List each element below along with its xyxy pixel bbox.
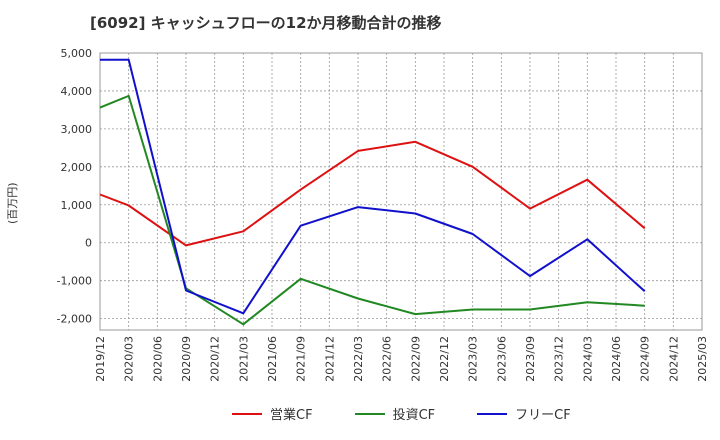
- x-tick-label: 2024/12: [667, 336, 680, 382]
- legend-item-investing-cf: 投資CF: [354, 404, 436, 423]
- x-tick-label: 2021/12: [323, 336, 336, 382]
- y-tick-label: 5,000: [61, 47, 93, 60]
- x-tick-label: 2021/09: [295, 336, 308, 382]
- x-tick-label: 2019/12: [94, 336, 107, 382]
- legend-label-operating-cf: 営業CF: [270, 408, 313, 423]
- x-tick-label: 2021/06: [266, 336, 279, 382]
- y-tick-label: 4,000: [61, 85, 93, 98]
- y-tick-label: 0: [85, 237, 92, 250]
- x-tick-label: 2024/06: [610, 336, 623, 382]
- x-tick-label: 2023/09: [524, 336, 537, 382]
- x-tick-label: 2022/06: [381, 336, 394, 382]
- x-tick-label: 2020/06: [151, 336, 164, 382]
- x-tick-label: 2022/09: [409, 336, 422, 382]
- x-tick-label: 2021/03: [237, 336, 250, 382]
- legend-item-operating-cf: 営業CF: [232, 404, 313, 423]
- y-tick-label: 3,000: [61, 123, 93, 136]
- y-tick-label: -1,000: [57, 275, 92, 288]
- x-tick-label: 2023/12: [553, 336, 566, 382]
- chart-title: [6092] キャッシュフローの12か月移動合計の推移: [90, 14, 442, 32]
- x-tick-label: 2023/03: [467, 336, 480, 382]
- y-tick-label: 1,000: [61, 199, 93, 212]
- series-line-0: [99, 140, 646, 247]
- legend-label-free-cf: フリーCF: [515, 408, 571, 423]
- legend-swatch-investing-cf: [354, 412, 385, 415]
- plot-frame: [99, 52, 703, 331]
- x-tick-label: 2024/03: [581, 336, 594, 382]
- x-tick-label: 2024/09: [639, 336, 652, 382]
- legend: 営業CF 投資CF フリーCF: [232, 404, 571, 423]
- legend-label-investing-cf: 投資CF: [392, 408, 436, 423]
- y-tick-label: 2,000: [61, 161, 93, 174]
- series-line-2: [100, 58, 646, 315]
- x-tick-label: 2020/12: [209, 336, 222, 382]
- x-tick-label: 2020/03: [123, 336, 136, 382]
- x-tick-label: 2023/06: [495, 336, 508, 382]
- x-tick-label: 2022/12: [438, 336, 451, 382]
- legend-swatch-operating-cf: [232, 412, 262, 415]
- legend-swatch-free-cf: [477, 412, 508, 415]
- legend-item-free-cf: フリーCF: [477, 404, 571, 423]
- x-tick-label: 2022/03: [352, 336, 365, 382]
- series-line-1: [99, 94, 645, 326]
- x-tick-label: 2020/09: [180, 336, 193, 382]
- y-tick-label: -2,000: [57, 313, 92, 326]
- x-tick-label: 2025/03: [696, 336, 709, 382]
